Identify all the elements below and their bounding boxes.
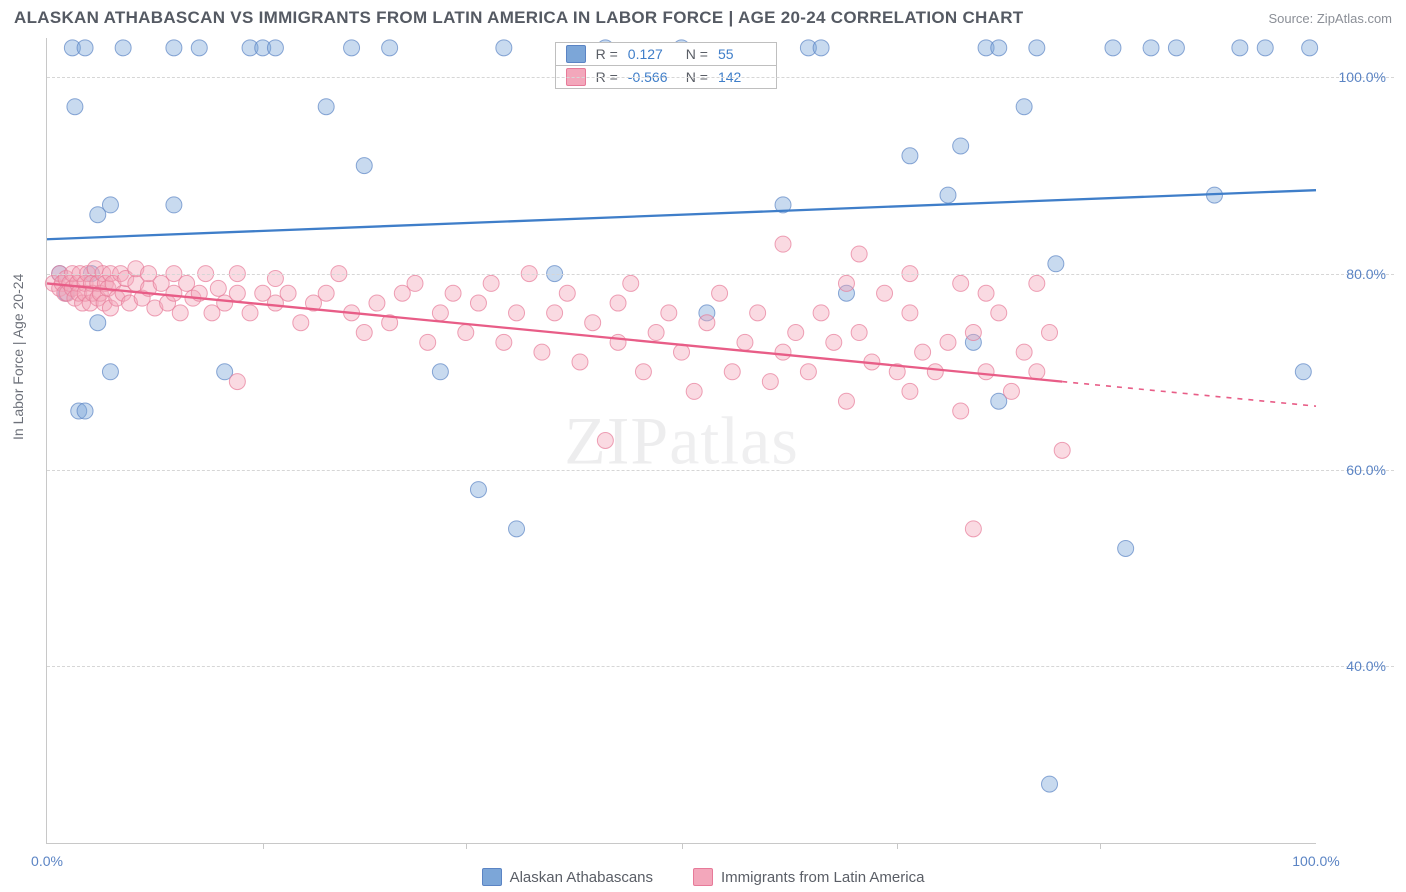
y-tick-label: 60.0% — [1346, 462, 1386, 478]
y-tick-label: 40.0% — [1346, 658, 1386, 674]
trend-line — [47, 283, 1062, 381]
gridline-h — [47, 274, 1394, 275]
gridline-h — [47, 470, 1394, 471]
x-tick — [466, 843, 467, 849]
y-tick-label: 100.0% — [1339, 69, 1386, 85]
plot-wrapper: ZIPatlas R = 0.127 N = 55 R = -0.566 N =… — [46, 38, 1394, 844]
swatch-series-a — [566, 45, 586, 63]
bottom-legend: Alaskan Athabascans Immigrants from Lati… — [0, 868, 1406, 886]
legend-label-a: Alaskan Athabascans — [510, 869, 653, 886]
stats-legend: R = 0.127 N = 55 R = -0.566 N = 142 — [555, 42, 777, 89]
n-value-a: 55 — [718, 46, 766, 62]
chart-title: ALASKAN ATHABASCAN VS IMMIGRANTS FROM LA… — [14, 8, 1023, 28]
plot-area: ZIPatlas R = 0.127 N = 55 R = -0.566 N =… — [46, 38, 1316, 844]
gridline-h — [47, 77, 1394, 78]
source-attribution: Source: ZipAtlas.com — [1268, 11, 1392, 26]
legend-label-b: Immigrants from Latin America — [721, 869, 924, 886]
x-tick — [263, 843, 264, 849]
x-tick — [1100, 843, 1101, 849]
x-tick — [682, 843, 683, 849]
legend-item-b: Immigrants from Latin America — [693, 868, 924, 886]
legend-swatch-b — [693, 868, 713, 886]
x-tick-label: 100.0% — [1292, 853, 1339, 869]
r-label: R = — [596, 46, 618, 62]
stats-row-series-a: R = 0.127 N = 55 — [556, 43, 776, 66]
gridline-h — [47, 666, 1394, 667]
r-value-a: 0.127 — [628, 46, 676, 62]
y-axis-label: In Labor Force | Age 20-24 — [10, 274, 26, 440]
trend-lines-layer — [47, 38, 1316, 843]
n-label: N = — [686, 46, 708, 62]
y-tick-label: 80.0% — [1346, 266, 1386, 282]
trend-line — [47, 190, 1316, 239]
legend-item-a: Alaskan Athabascans — [482, 868, 653, 886]
legend-swatch-a — [482, 868, 502, 886]
x-tick — [897, 843, 898, 849]
x-tick-label: 0.0% — [31, 853, 63, 869]
trend-line-extrapolated — [1062, 382, 1316, 407]
